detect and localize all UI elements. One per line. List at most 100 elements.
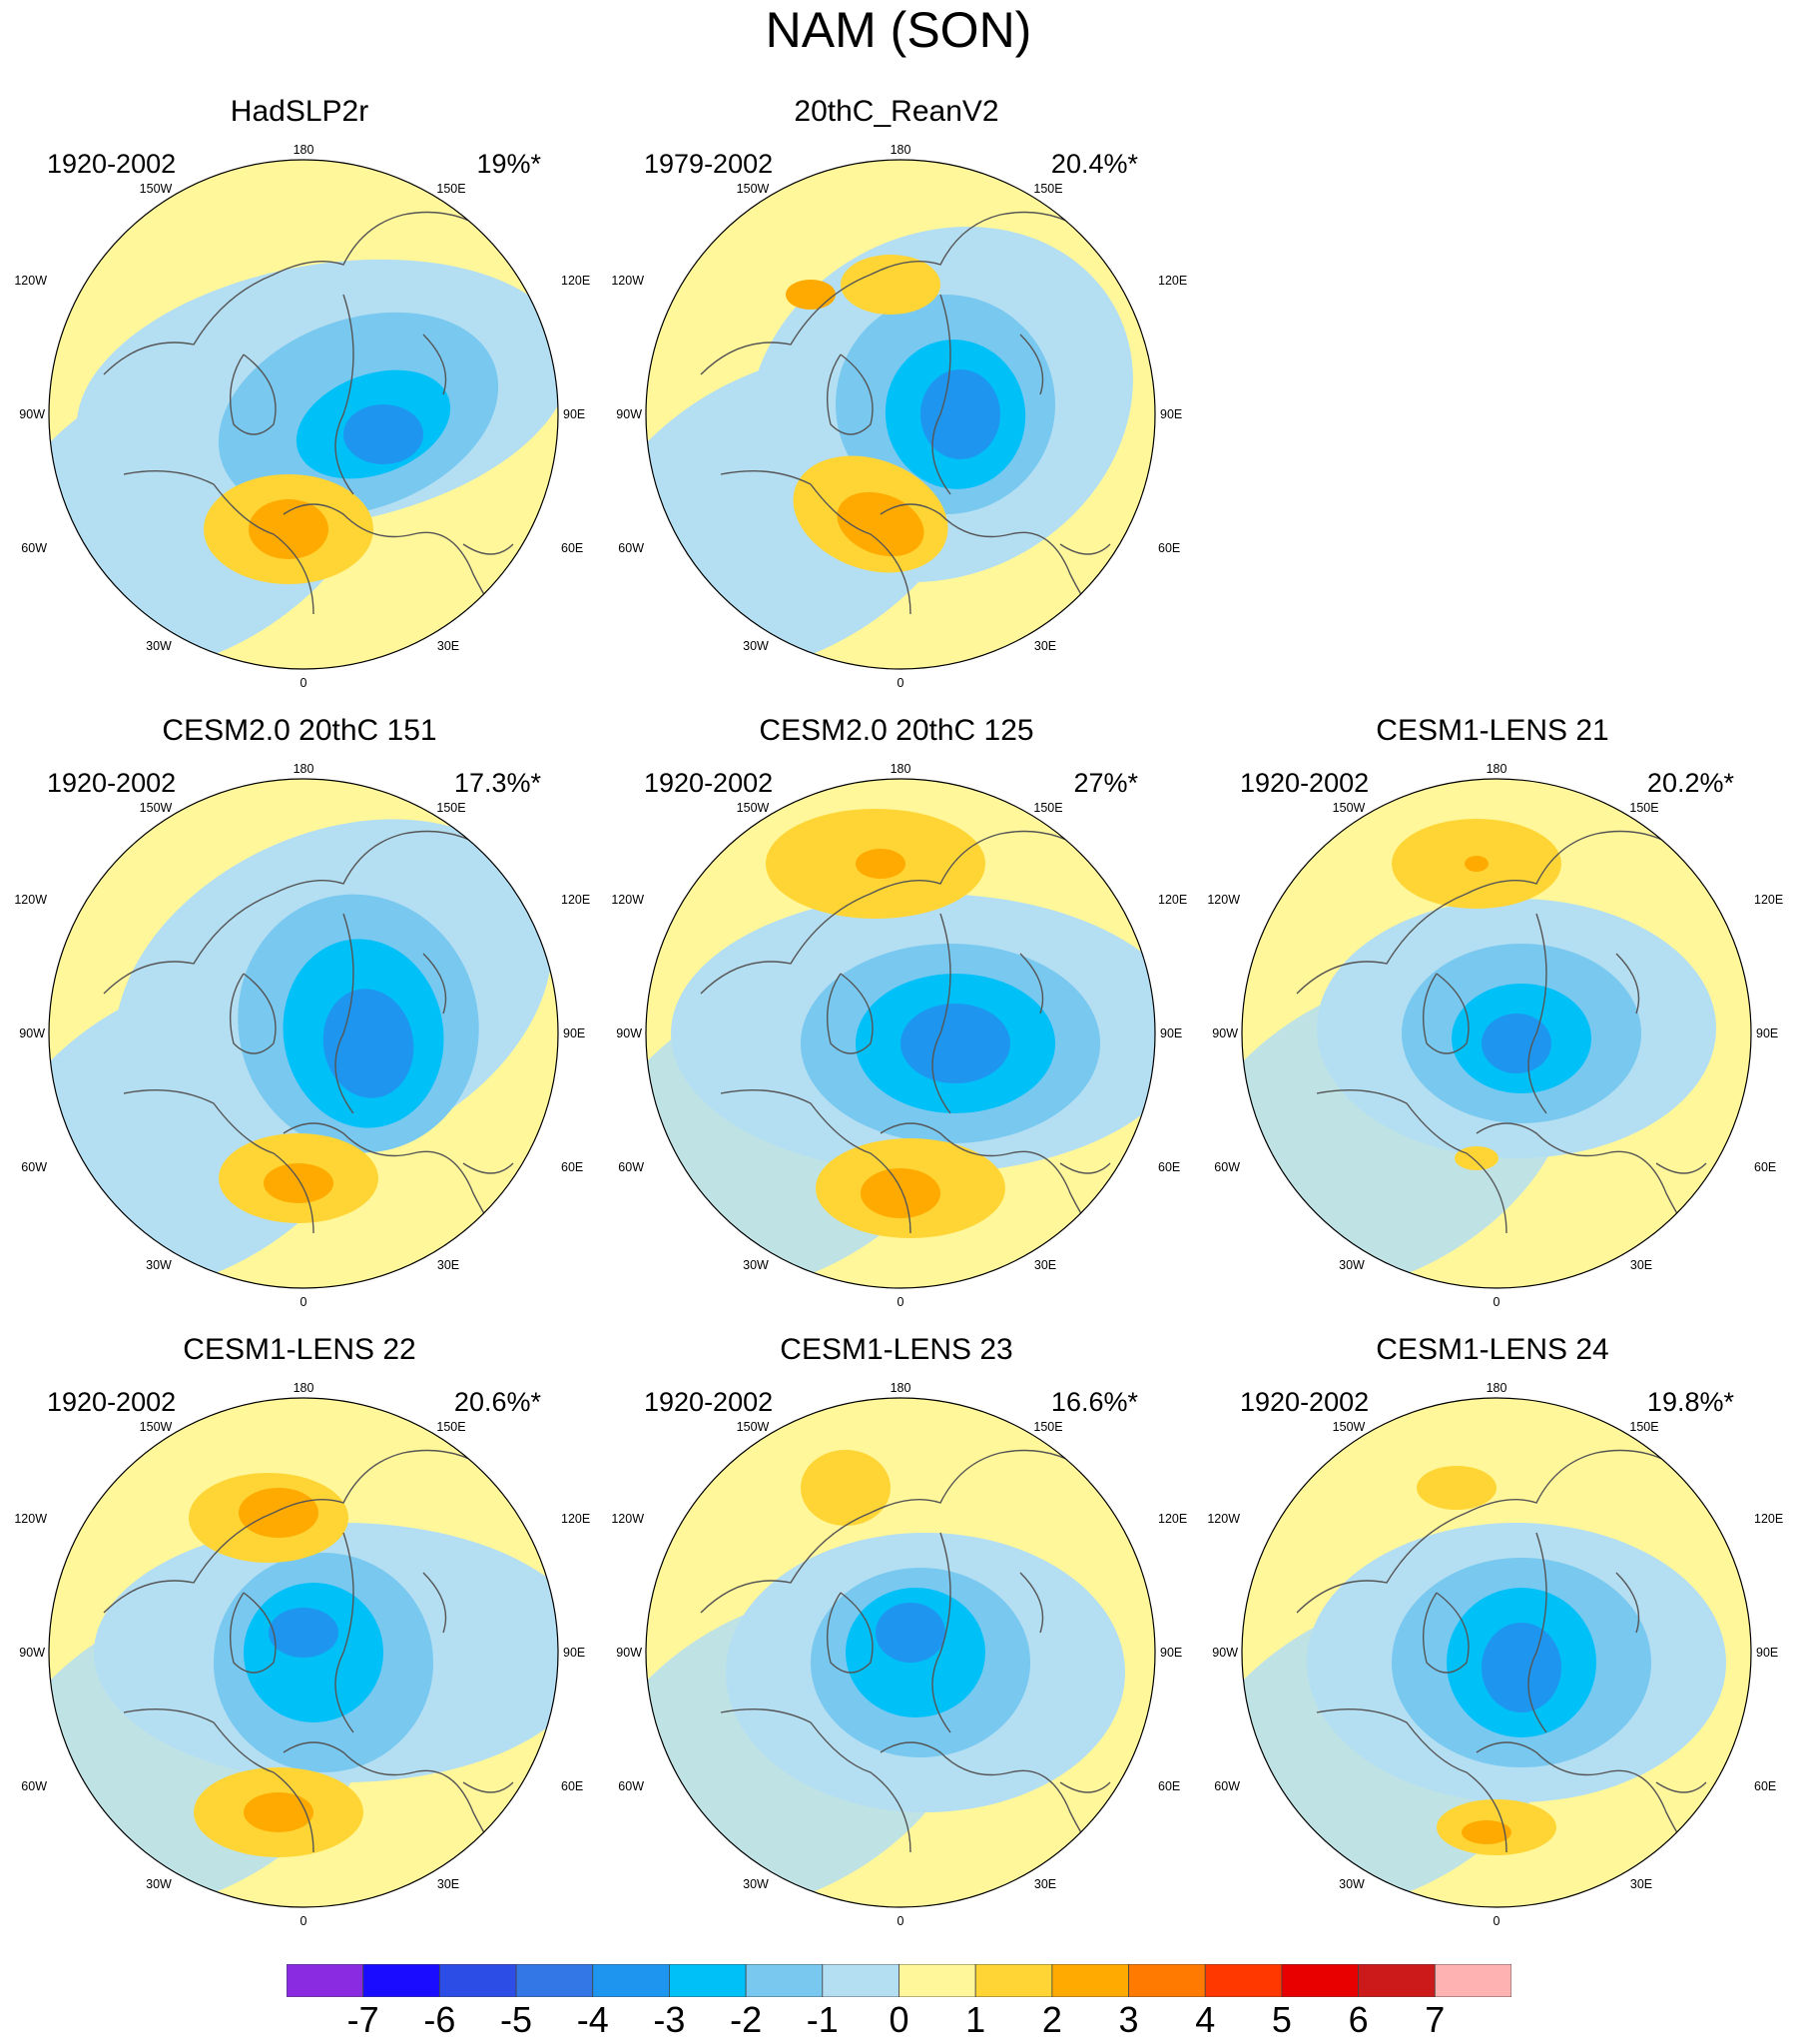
map-border: [645, 1397, 1156, 1908]
lon-label-e90: 90E: [563, 407, 585, 421]
lon-label-w90: 90W: [616, 407, 642, 421]
lon-label-w150: 150W: [737, 801, 770, 815]
lon-label-bottom: 0: [300, 1295, 307, 1309]
lon-label-w30: 30W: [146, 639, 172, 653]
colorbar-label: 4: [1195, 1999, 1216, 2040]
polar-map: 180 0 150W 150E 120W 120E 90W 90E 60W 60E 30W 30E: [14, 143, 590, 690]
colorbar-segment-pos6: [1358, 1964, 1436, 1997]
lon-label-e150: 150E: [1033, 182, 1062, 196]
panel-variance: 20.4%*: [1050, 149, 1138, 179]
polar-map: 180 0 150W 150E 120W 120E 90W 90E 60W 60E 30W 30E: [14, 1381, 590, 1928]
lon-label-e150: 150E: [436, 801, 465, 815]
colorbar-label: -1: [806, 1999, 839, 2040]
lon-label-e90: 90E: [1756, 1646, 1778, 1660]
map-border: [1241, 778, 1752, 1289]
lon-label-e60: 60E: [1754, 1160, 1776, 1174]
neg-contour-4: [322, 989, 414, 1098]
polar-map: 180 0 150W 150E 120W 120E 90W 90E 60W 60E 30W 30E: [611, 1381, 1187, 1928]
map-panel-3: CESM2.0 20thC 151 1920-2002 17.3%* 180 0 1…: [0, 714, 599, 1333]
lon-label-bottom: 0: [898, 1914, 904, 1928]
colorbar-segment-neg0: [822, 1964, 899, 1997]
lon-label-e30: 30E: [1630, 1877, 1652, 1891]
neg-contour-4: [269, 1608, 338, 1658]
map-field: [646, 160, 1155, 669]
lon-label-e30: 30E: [1034, 639, 1056, 653]
lon-label-e60: 60E: [561, 1160, 583, 1174]
lon-label-e150: 150E: [1629, 801, 1658, 815]
lon-label-e60: 60E: [1158, 541, 1180, 555]
neg-contour-4: [1482, 1623, 1561, 1712]
panel-years: 1920-2002: [1240, 768, 1370, 798]
colorbar-label: -4: [576, 1999, 609, 2040]
panel-years: 1920-2002: [644, 1387, 774, 1417]
lon-label-w30: 30W: [743, 1877, 769, 1891]
coastlines: [700, 211, 1151, 635]
colorbar-segment-neg6: [362, 1964, 440, 1997]
panel-variance: 20.2%*: [1646, 768, 1734, 798]
lon-label-w60: 60W: [1214, 1779, 1240, 1793]
lon-label-e90: 90E: [1160, 407, 1182, 421]
lon-label-w120: 120W: [14, 274, 47, 288]
panel-title: CESM1-LENS 23: [780, 1333, 1013, 1366]
lon-label-e120: 120E: [561, 274, 590, 288]
lon-label-w150: 150W: [1333, 1420, 1366, 1434]
lon-label-w120: 120W: [611, 1512, 644, 1526]
panel-title: 20thC_ReanV2: [794, 95, 999, 128]
colorbar-label: -2: [730, 1999, 763, 2040]
lon-label-bottom: 0: [300, 676, 307, 690]
pos-contour-atlantic-2: [249, 499, 328, 559]
lon-label-e120: 120E: [1754, 893, 1783, 907]
colorbar-segment-pos1: [974, 1964, 1053, 1997]
panel-title: HadSLP2r: [230, 95, 369, 128]
panel-title: CESM2.0 20thC 125: [759, 714, 1034, 747]
panel-years: 1920-2002: [644, 768, 774, 798]
map-panel-6: CESM1-LENS 22 1920-2002 20.6%* 180 0 150W 1…: [0, 1333, 599, 1952]
map-panel-2: 20thC_ReanV2 1979-2002 20.4%* 180 0 150W 15…: [597, 95, 1196, 714]
polar-map: 180 0 150W 150E 120W 120E 90W 90E 60W 60E 30W 30E: [611, 762, 1187, 1309]
colorbar-label: 0: [889, 1999, 909, 2040]
lon-label-e120: 120E: [1158, 274, 1187, 288]
lon-label-w150: 150W: [737, 1420, 770, 1434]
lon-label-top: 180: [294, 143, 314, 157]
colorbar-segment-neg2: [669, 1964, 747, 1997]
pos-contour-pacific-1: [841, 255, 940, 315]
colorbar-label: 5: [1271, 1999, 1292, 2040]
coastlines: [700, 830, 1151, 1254]
map-border: [1241, 1397, 1752, 1908]
neg-contour-4: [343, 404, 423, 464]
lon-label-e150: 150E: [1033, 1420, 1062, 1434]
lon-label-bottom: 0: [300, 1914, 307, 1928]
panel-years: 1920-2002: [47, 768, 177, 798]
lon-label-w30: 30W: [743, 639, 769, 653]
lon-label-w60: 60W: [21, 1779, 47, 1793]
coastlines: [1296, 830, 1747, 1254]
lon-label-e90: 90E: [1160, 1026, 1182, 1040]
neg-contour-4: [1482, 1014, 1551, 1073]
lon-label-w120: 120W: [14, 1512, 47, 1526]
colorbar-segment-pos4: [1204, 1964, 1283, 1997]
lon-label-w120: 120W: [611, 893, 644, 907]
map-field: [49, 779, 558, 1288]
map-field: [646, 779, 1155, 1288]
lon-label-w90: 90W: [616, 1026, 642, 1040]
pos-contour-atlantic-1: [1455, 1146, 1498, 1170]
pos-contour-atlantic-2: [1462, 1820, 1511, 1844]
lon-label-e60: 60E: [561, 1779, 583, 1793]
pos-contour-atlantic-2: [861, 1168, 940, 1218]
lon-label-w60: 60W: [618, 541, 644, 555]
lon-label-top: 180: [1487, 1381, 1507, 1395]
coastlines: [103, 830, 554, 1254]
pos-contour-atlantic-2: [244, 1792, 313, 1832]
polar-map: 180 0 150W 150E 120W 120E 90W 90E 60W 60E 30W 30E: [1207, 1381, 1783, 1928]
lon-label-top: 180: [1487, 762, 1507, 776]
colorbar-label: -6: [423, 1999, 456, 2040]
coastlines: [700, 1449, 1151, 1873]
panel-variance: 16.6%*: [1050, 1387, 1138, 1417]
neg-contour-4: [900, 1004, 1010, 1083]
colorbar: [287, 1964, 1511, 1997]
lon-label-w30: 30W: [743, 1258, 769, 1272]
map-field: [49, 1398, 558, 1907]
pos-contour-pacific-1: [801, 1450, 891, 1526]
map-border: [645, 778, 1156, 1289]
colorbar-label: 1: [965, 1999, 986, 2040]
